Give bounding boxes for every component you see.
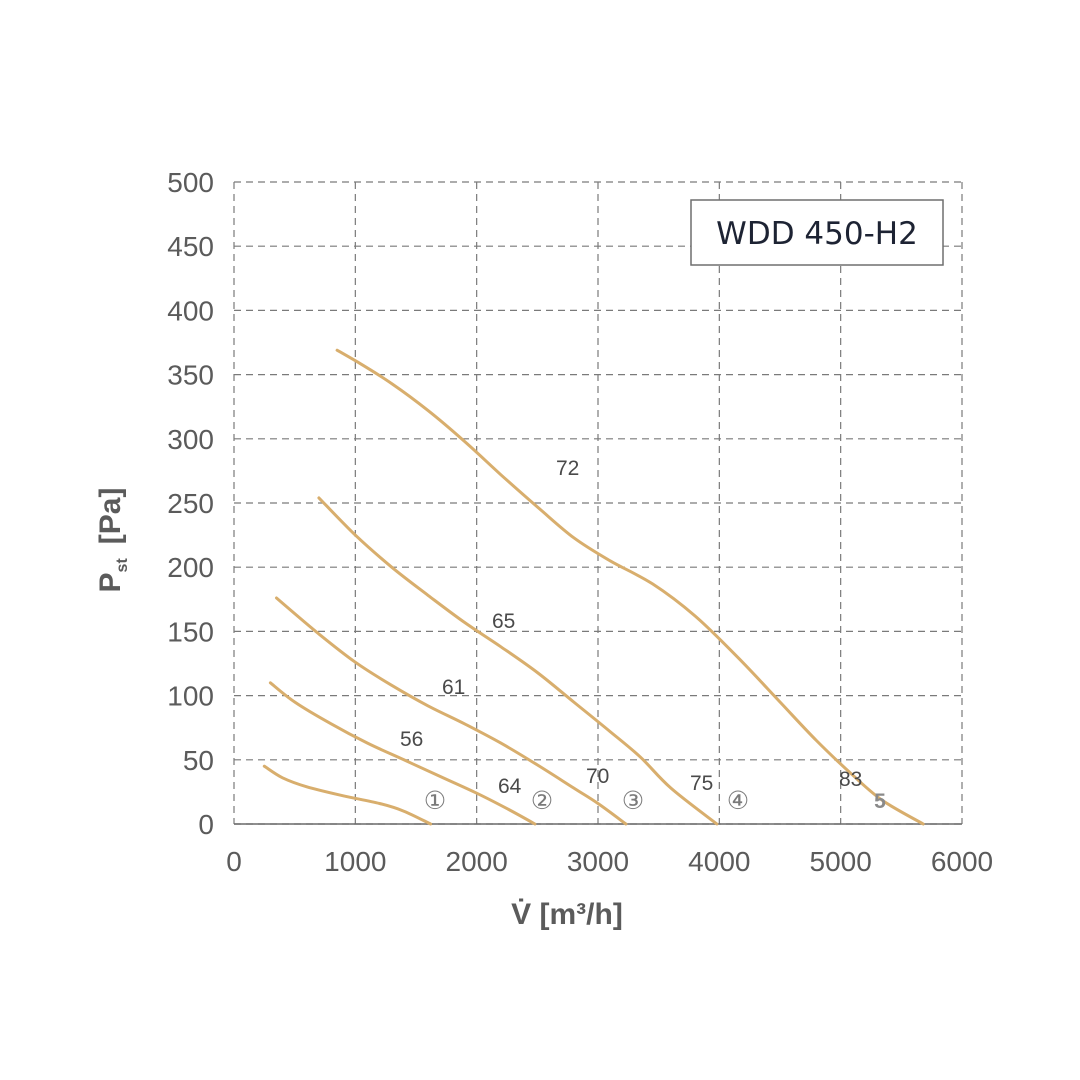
- x-tick-labels: 0 1000 2000 3000 4000 5000 6000: [226, 846, 993, 877]
- y-axis-label-main: P: [94, 572, 127, 592]
- curve-marker-1: ①: [424, 786, 446, 815]
- annotation-64: 64: [498, 775, 522, 798]
- y-tick-label: 250: [167, 488, 214, 519]
- y-axis-label-sub: st: [114, 558, 131, 573]
- x-axis-title: V̇ [m³/h]: [511, 898, 623, 931]
- y-tick-label: 450: [167, 231, 214, 262]
- y-tick-label: 50: [183, 745, 214, 776]
- annotation-65: 65: [492, 610, 515, 633]
- x-tick-label: 4000: [688, 846, 750, 877]
- annotation-83: 83: [839, 768, 862, 791]
- title-frame: [690, 199, 944, 266]
- y-tick-label: 0: [198, 809, 214, 840]
- performance-curves: [262, 348, 925, 826]
- annotation-70: 70: [586, 765, 609, 788]
- curve-marker-2: ②: [531, 786, 553, 815]
- annotation-56: 56: [400, 728, 423, 751]
- x-tick-label: 2000: [446, 846, 508, 877]
- y-tick-label: 150: [167, 616, 214, 647]
- y-tick-label: 200: [167, 552, 214, 583]
- curve-5: [335, 348, 925, 826]
- y-tick-label: 500: [167, 167, 214, 198]
- curve-marker-5: 5: [874, 790, 886, 813]
- y-tick-label: 400: [167, 295, 214, 326]
- y-axis-label: Pst [Pa]: [94, 488, 131, 593]
- x-tick-label: 6000: [931, 846, 993, 877]
- y-tick-label: 300: [167, 424, 214, 455]
- x-axis-label: V̇ [m³/h]: [511, 898, 623, 931]
- y-axis-label-unit: [Pa]: [94, 488, 127, 545]
- y-tick-label: 100: [167, 681, 214, 712]
- curve-annotations: 56 61 64 65 70 72 75 83: [400, 457, 862, 798]
- curve-marker-3: ③: [622, 786, 644, 815]
- curve-2: [268, 681, 537, 826]
- y-axis-title: Pst [Pa]: [94, 488, 131, 593]
- curve-marker-4: ④: [727, 786, 749, 815]
- curve-4: [317, 496, 719, 826]
- chart-title: WDD 450-H2: [716, 216, 918, 252]
- curve-1: [262, 764, 433, 826]
- y-tick-label: 350: [167, 360, 214, 391]
- grid: [233, 181, 963, 825]
- annotation-61: 61: [442, 676, 465, 699]
- x-tick-label: 1000: [324, 846, 386, 877]
- chart-title-box: WDD 450-H2: [690, 199, 944, 266]
- y-tick-labels: 0 50 100 150 200 250 300 350 400 450 500: [167, 167, 214, 840]
- x-tick-label: 0: [226, 846, 242, 877]
- x-tick-label: 5000: [810, 846, 872, 877]
- annotation-75: 75: [690, 772, 713, 795]
- curve-3: [275, 596, 628, 826]
- curve-markers: ① ② ③ ④ 5: [424, 786, 886, 815]
- x-tick-label: 3000: [567, 846, 629, 877]
- annotation-72: 72: [556, 457, 579, 480]
